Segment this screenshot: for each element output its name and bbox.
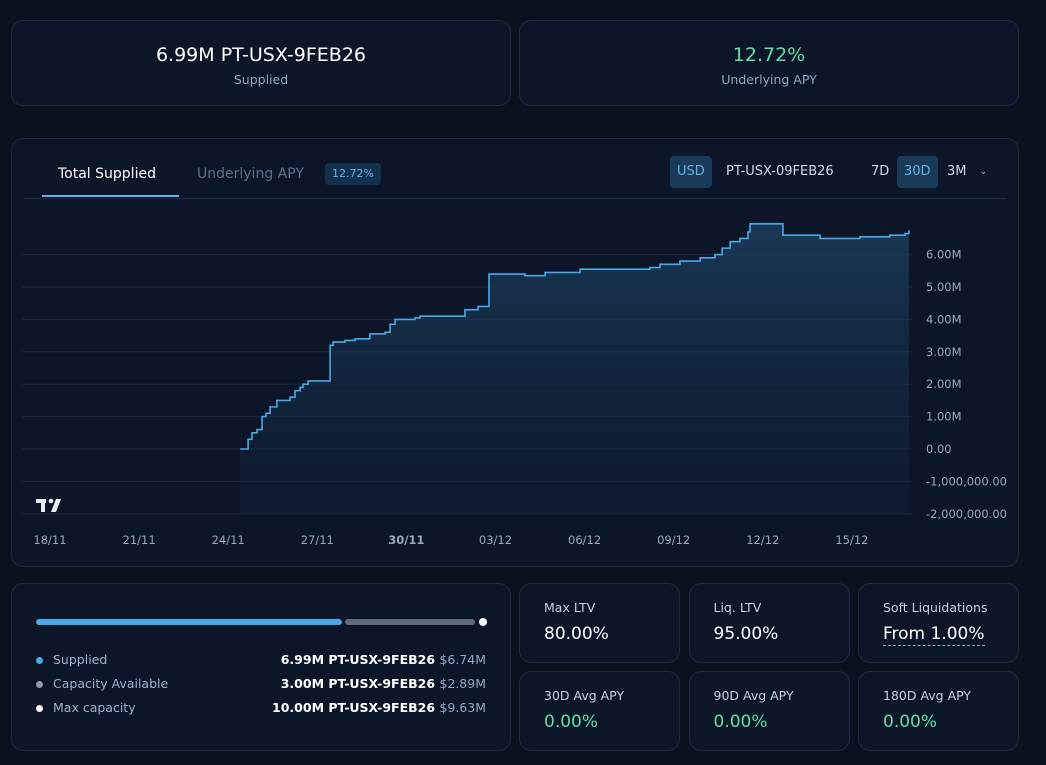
chart-card: Total Supplied Underlying APY 12.72% USD… xyxy=(11,138,1019,567)
legend-label: Supplied xyxy=(53,652,108,667)
available-bar xyxy=(345,619,475,625)
stat-card: 30D Avg APY 0.00% xyxy=(519,671,680,751)
active-tab-indicator xyxy=(42,195,179,197)
stat-label: Max LTV xyxy=(544,600,596,615)
stat-value: 0.00% xyxy=(544,712,599,732)
apy-value: 12.72% xyxy=(732,44,806,66)
range-dropdown-chevron-icon[interactable]: ⌄ xyxy=(979,166,988,177)
header-divider xyxy=(24,198,1006,199)
stat-label: 90D Avg APY xyxy=(713,688,794,703)
apy-badge: 12.72% xyxy=(325,163,381,185)
stat-card: Max LTV 80.00% xyxy=(519,583,680,663)
stat-label: Liq. LTV xyxy=(713,600,762,615)
stat-value: 0.00% xyxy=(883,712,938,732)
legend-item: Capacity Available xyxy=(36,676,168,691)
legend-dot-icon xyxy=(36,657,43,664)
max-capacity-marker xyxy=(479,618,487,626)
stat-card: 180D Avg APY 0.00% xyxy=(858,671,1019,751)
stat-value: 80.00% xyxy=(544,624,609,644)
supplied-value: 6.99M PT-USX-9FEB26 xyxy=(155,44,367,66)
legend-dot-icon xyxy=(36,681,43,688)
legend-amount: 3.00M PT-USX-9FEB26 xyxy=(280,676,436,691)
range-30d-button[interactable]: 30D xyxy=(897,156,938,188)
legend-value: 3.00M PT-USX-9FEB26 $2.89M xyxy=(281,676,486,691)
legend-usd: $6.74M xyxy=(439,652,486,667)
currency-usd-button[interactable]: USD xyxy=(670,156,712,188)
stat-label: 180D Avg APY xyxy=(883,688,972,703)
legend-label: Max capacity xyxy=(53,700,136,715)
legend-value: 6.99M PT-USX-9FEB26 $6.74M xyxy=(281,652,486,667)
stat-value: 95.00% xyxy=(713,624,779,644)
legend-usd: $9.63M xyxy=(439,700,486,715)
range-7d-button[interactable]: 7D xyxy=(871,164,890,179)
apy-label: Underlying APY xyxy=(721,72,817,87)
stat-value[interactable]: From 1.00% xyxy=(883,624,985,646)
stat-card: Liq. LTV 95.00% xyxy=(688,583,850,663)
apy-summary-card: 12.72% Underlying APY xyxy=(519,20,1019,106)
tab-underlying-apy[interactable]: Underlying APY xyxy=(197,166,304,182)
legend-amount: 6.99M PT-USX-9FEB26 xyxy=(280,652,436,667)
legend-label: Capacity Available xyxy=(53,676,169,691)
legend-amount: 10.00M PT-USX-9FEB26 xyxy=(272,700,436,715)
legend-item: Supplied xyxy=(36,652,107,667)
legend-dot-icon xyxy=(36,705,43,712)
supplied-summary-card: 6.99M PT-USX-9FEB26 Supplied xyxy=(11,20,511,106)
currency-pt-button[interactable]: PT-USX-09FEB26 xyxy=(726,164,834,179)
supplied-bar xyxy=(36,619,342,625)
supplied-label: Supplied xyxy=(233,72,289,87)
capacity-card: Supplied 6.99M PT-USX-9FEB26 $6.74M Capaci… xyxy=(11,583,511,751)
stat-card: Soft Liquidations From 1.00% xyxy=(858,583,1019,663)
legend-item: Max capacity xyxy=(36,700,136,715)
legend-value: 10.00M PT-USX-9FEB26 $9.63M xyxy=(272,700,486,715)
tab-total-supplied[interactable]: Total Supplied xyxy=(58,166,156,182)
stat-label: 30D Avg APY xyxy=(544,688,625,703)
stat-value: 0.00% xyxy=(713,712,768,732)
stat-card: 90D Avg APY 0.00% xyxy=(688,671,850,751)
legend-usd: $2.89M xyxy=(439,676,486,691)
range-3m-button[interactable]: 3M xyxy=(947,164,967,179)
stat-label: Soft Liquidations xyxy=(883,600,988,615)
